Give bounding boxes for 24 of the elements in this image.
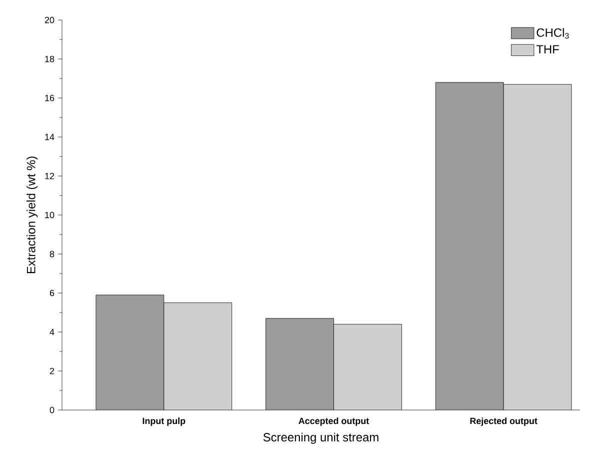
y-tick-label: 12 xyxy=(45,172,54,180)
y-tick-label: 10 xyxy=(45,212,54,218)
x-axis-title: Screening unit stream xyxy=(263,432,378,444)
y-tick-label: 16 xyxy=(45,94,54,102)
y-tick-label: 18 xyxy=(45,56,54,62)
y-axis-title: Extraction yield (wt %) xyxy=(26,156,38,274)
bar xyxy=(164,302,232,410)
bar xyxy=(96,294,164,410)
y-tick-label: 14 xyxy=(45,134,54,140)
x-tick-label: Rejected output xyxy=(470,418,538,426)
bar xyxy=(503,84,572,410)
x-tick-label: Input pulp xyxy=(142,418,186,426)
legend-label: CHCl$_{3}$ xyxy=(536,28,569,39)
y-tick-label: 6 xyxy=(50,290,54,296)
y-tick-label: 4 xyxy=(50,328,54,336)
x-tick-label: Accepted output xyxy=(298,418,369,426)
y-tick-label: 8 xyxy=(50,250,54,258)
bar xyxy=(334,324,402,410)
bar xyxy=(266,318,334,410)
y-tick-label: 20 xyxy=(44,16,54,24)
y-tick-label: 2 xyxy=(50,368,54,374)
bar xyxy=(435,82,504,410)
legend-label: THF xyxy=(536,45,559,54)
y-tick-label: 0 xyxy=(50,406,54,414)
